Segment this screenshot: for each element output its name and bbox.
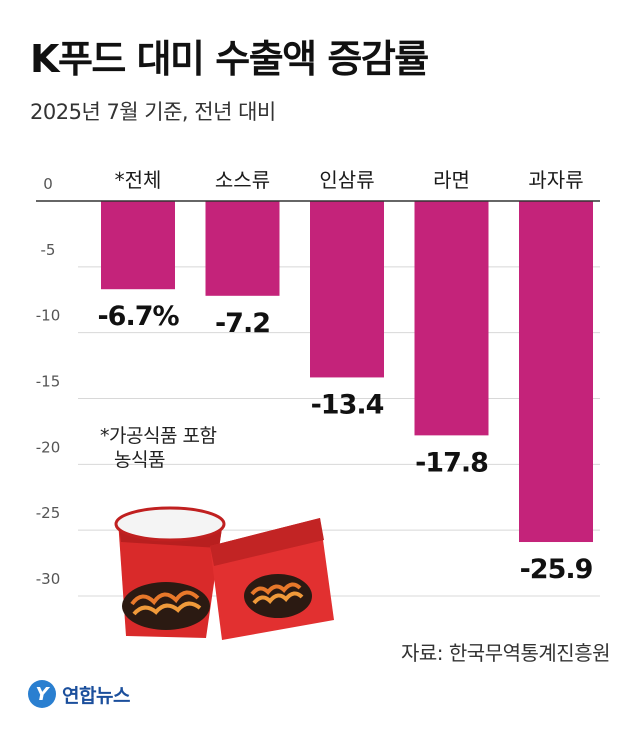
yonhap-logo: Y 연합뉴스 [28,680,130,708]
y-tick-label: -25 [36,504,61,522]
category-label: 라면 [433,168,470,192]
y-tick-label: 0 [43,175,53,193]
y-tick-label: -15 [36,373,61,391]
bar-1 [101,201,175,290]
source-text: 자료: 한국무역통계진흥원 [401,641,611,665]
y-tick-label: -10 [36,307,61,325]
value-label: -7.2 [215,308,270,339]
y-tick-label: -5 [41,241,56,259]
category-label: *전체 [115,168,162,192]
chart-subtitle: 2025년 7월 기준, 전년 대비 [30,100,276,124]
footnote-line-1: *가공식품 포함 [100,425,217,447]
category-label: 소스류 [215,168,270,192]
value-label: -25.9 [520,554,593,585]
y-tick-label: -30 [36,570,61,588]
category-label: 과자류 [528,168,583,192]
value-label: -13.4 [311,389,384,420]
bar-2 [205,201,280,296]
bar-3 [310,201,384,378]
ramen-cup-illustration [114,506,334,640]
bar-5 [519,201,593,543]
chart-title: K푸드 대미 수출액 증감률 [30,37,429,81]
yonhap-logo-text: 연합뉴스 [62,684,130,707]
bar-4 [414,201,489,436]
footnote: *가공식품 포함 농식품 [100,424,217,472]
value-label: -6.7% [97,301,179,332]
value-label: -17.8 [415,447,488,478]
yonhap-logo-icon: Y [28,680,56,708]
footnote-line-2: 농식품 [114,449,165,471]
category-label: 인삼류 [319,168,374,192]
y-tick-label: -20 [36,438,61,456]
